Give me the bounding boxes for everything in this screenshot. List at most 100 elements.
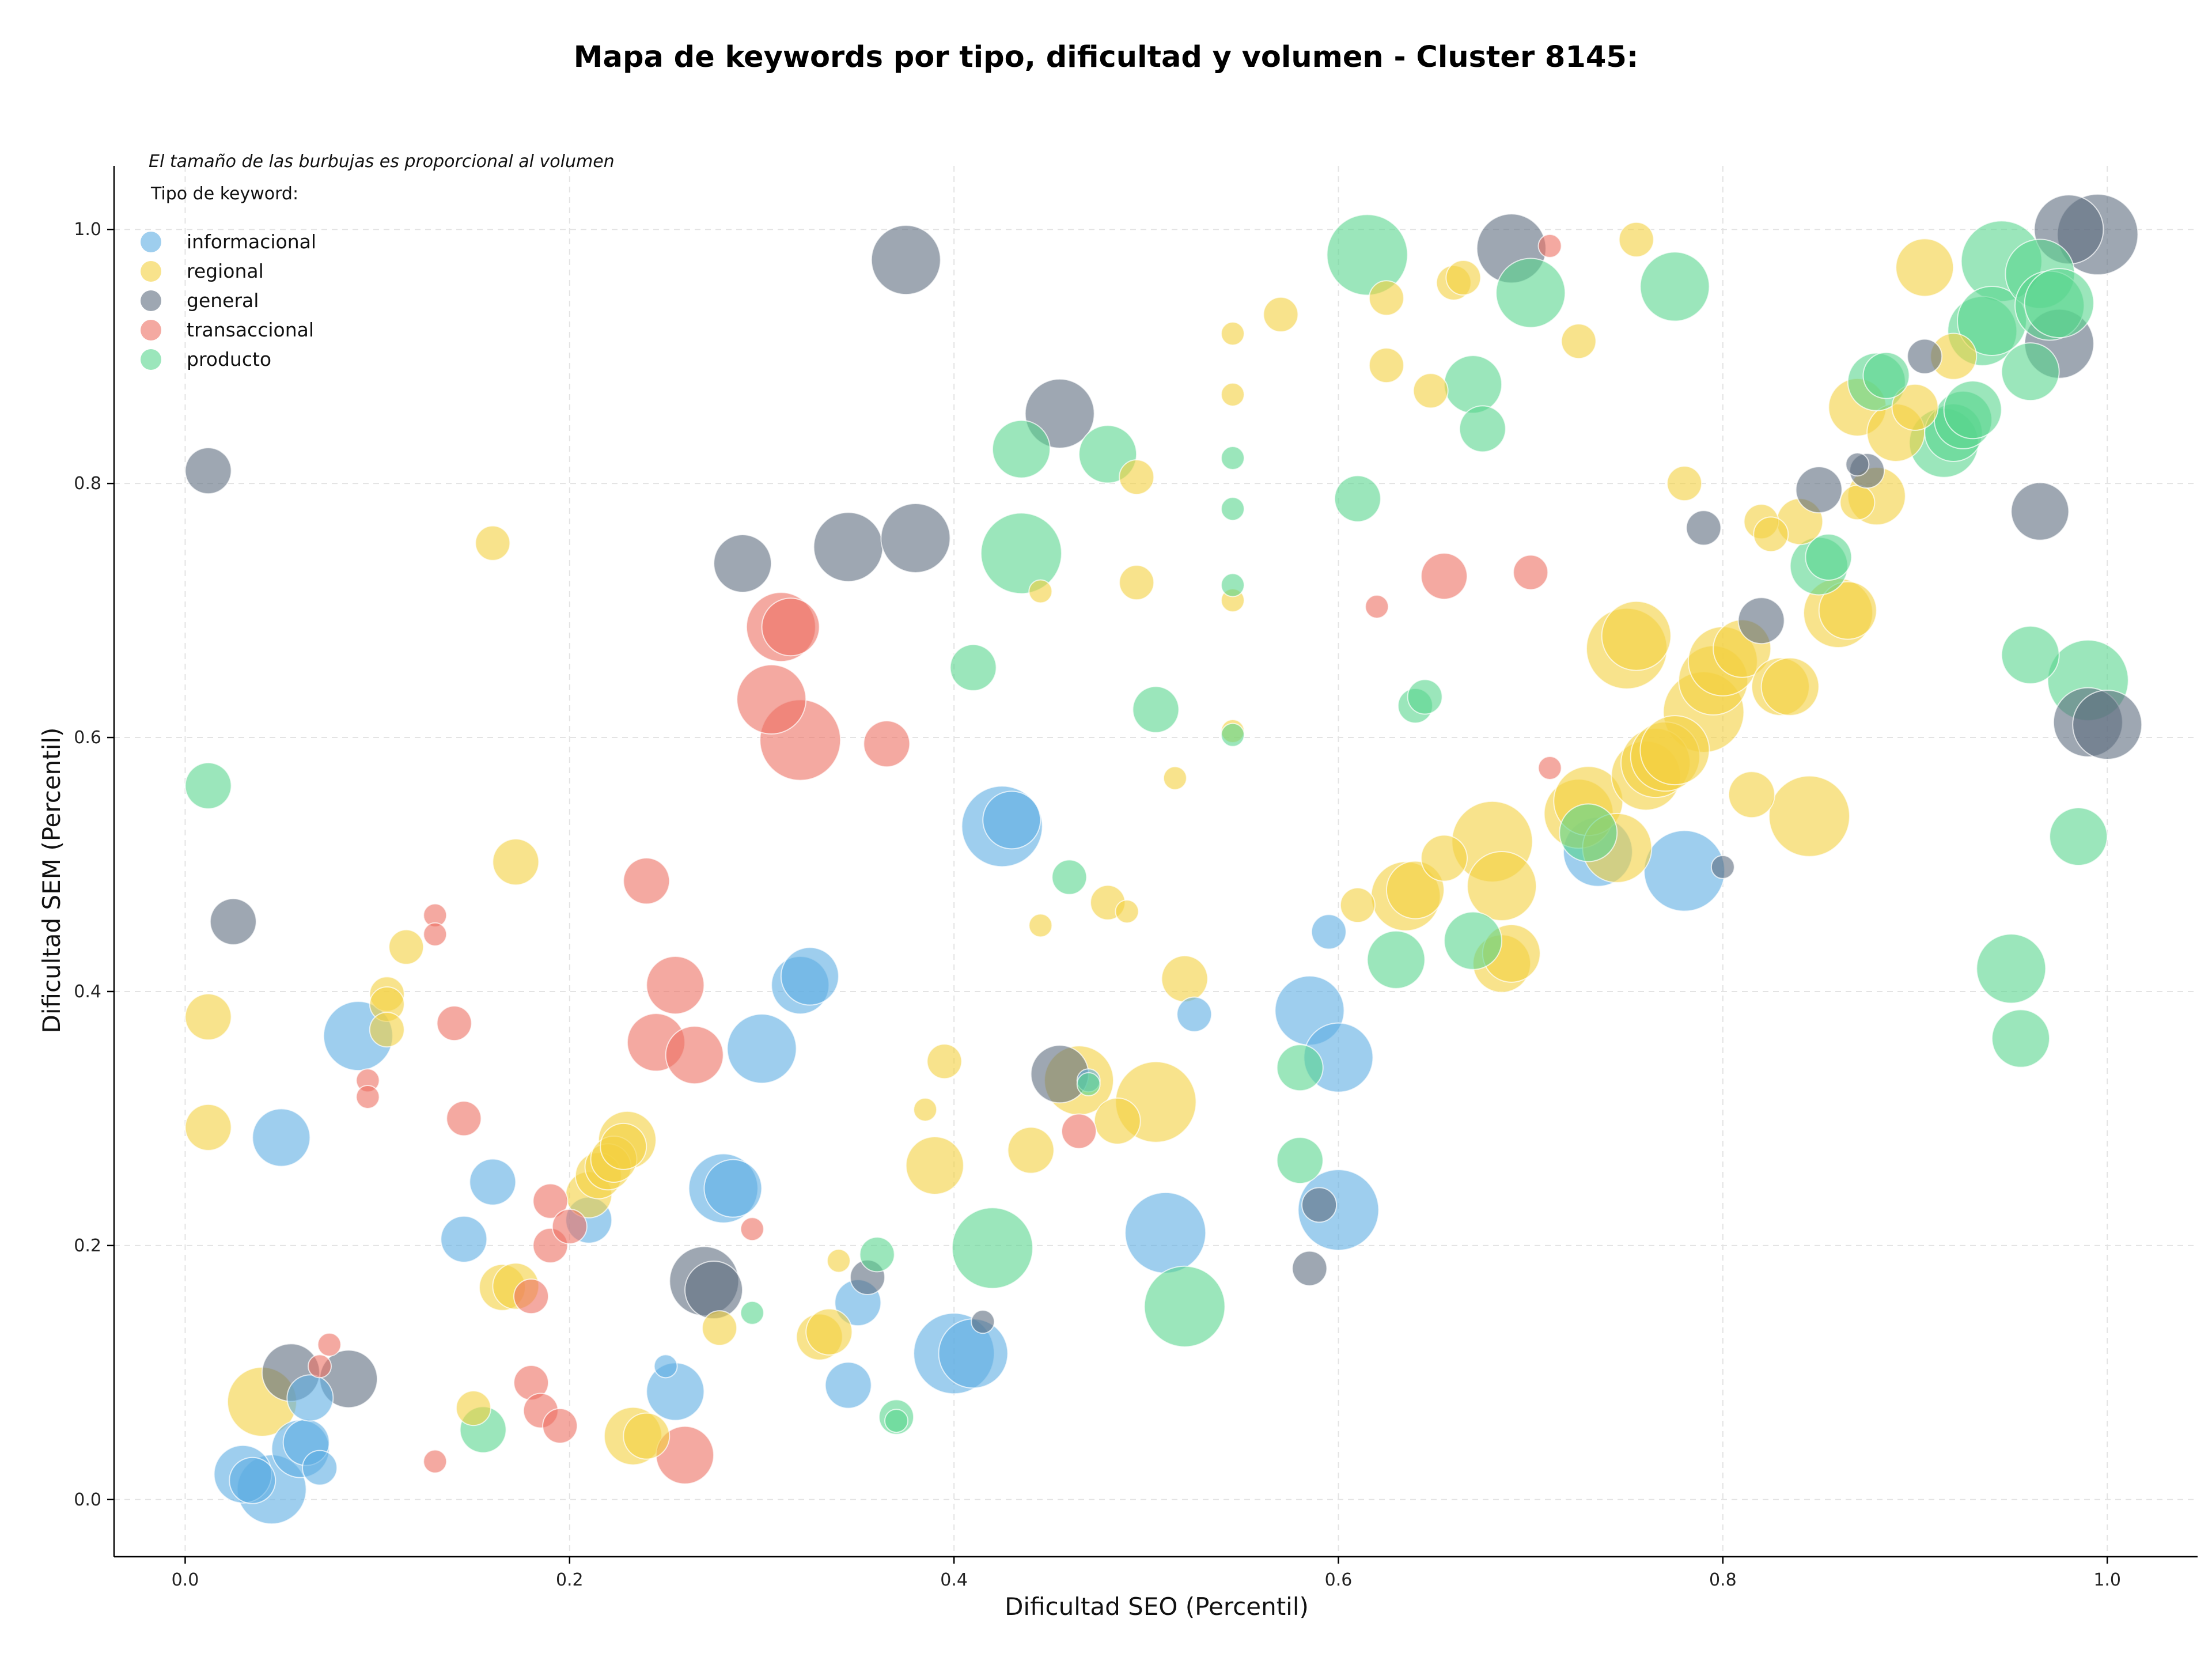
x-tick-label: 1.0 [2093, 1570, 2121, 1590]
legend: informacional regional general transacciona… [141, 230, 316, 370]
bubble-producto [2001, 625, 2060, 684]
bubble-producto [2049, 807, 2108, 867]
bubble-producto [884, 1409, 909, 1433]
bubble-general [1845, 452, 1870, 477]
bubble-producto [1076, 1072, 1101, 1096]
legend-marker-producto [141, 349, 161, 370]
x-axis-label: Dificultad SEO (Percentil) [1005, 1592, 1309, 1621]
bubble-regional [1007, 1126, 1055, 1174]
bubble-regional [1421, 834, 1468, 882]
bubble-regional [1119, 565, 1155, 601]
y-tick-label: 0.4 [74, 982, 101, 1002]
x-tick-label: 0.6 [1325, 1570, 1353, 1590]
bubble-general [713, 534, 772, 593]
bubble-regional [905, 1136, 964, 1195]
legend-label-informacional: informacional [187, 230, 316, 253]
bubble-producto [1366, 930, 1426, 989]
bubble-general [1710, 854, 1735, 879]
bubble-producto [949, 644, 997, 691]
bubble-regional [1220, 382, 1245, 407]
bubble-regional [1263, 296, 1299, 332]
bubble-producto [1220, 722, 1245, 747]
bubble-informacional [469, 1158, 517, 1206]
bubble-informacional [938, 1318, 1009, 1389]
bubble-producto [951, 1207, 1033, 1289]
bubble-regional [1028, 913, 1053, 938]
bubble-size-note: El tamaño de las burbujas es proporciona… [149, 152, 615, 172]
bubble-transaccional [761, 597, 820, 657]
bubble-general [209, 898, 257, 945]
bubble-regional [1368, 347, 1404, 384]
chart-title: Mapa de keywords por tipo, dificultad y … [574, 40, 1638, 74]
legend-title: Tipo de keyword: [150, 184, 298, 204]
bubble-transaccional [355, 1084, 380, 1109]
bubble-transaccional [423, 1449, 448, 1474]
bubble-regional [1412, 373, 1449, 409]
bubble-producto [980, 512, 1062, 595]
bubble-regional [1639, 715, 1710, 786]
bubble-producto [2024, 268, 2094, 339]
bubble-producto [1143, 1265, 1226, 1348]
bubble-regional [1760, 657, 1820, 716]
bubble-transaccional [1061, 1113, 1097, 1149]
y-axis-label: Dificultad SEM (Percentil) [37, 728, 66, 1034]
bubble-informacional [824, 1361, 872, 1409]
bubble-regional [623, 1412, 671, 1460]
bubble-transaccional [1365, 594, 1389, 619]
y-tick-label: 0.8 [74, 474, 101, 494]
bubbles [184, 194, 2143, 1525]
bubble-producto [1862, 351, 1910, 399]
bubble-regional [184, 993, 232, 1041]
bubble-general [2072, 690, 2143, 760]
bubble-regional [1161, 955, 1209, 1002]
y-tick-label: 0.2 [74, 1236, 101, 1256]
legend-marker-regional [141, 261, 161, 282]
bubble-regional [1895, 238, 1955, 297]
bubble-regional [926, 1043, 963, 1080]
bubble-transaccional [740, 1217, 764, 1242]
bubble-producto [1459, 405, 1506, 453]
bubble-general [813, 512, 884, 582]
bubble-general [971, 1310, 995, 1334]
bubble-regional [1601, 600, 1672, 671]
legend-label-transaccional: transaccional [187, 319, 314, 341]
bubble-regional [1618, 221, 1654, 258]
bubble-regional [1445, 260, 1482, 296]
bubble-transaccional [623, 857, 671, 905]
bubble-regional [702, 1310, 738, 1346]
bubble-regional [184, 1103, 232, 1151]
bubble-transaccional [423, 922, 448, 947]
bubble-transaccional [863, 720, 911, 768]
bubble-transaccional [436, 1005, 472, 1042]
bubble-producto [1334, 475, 1381, 523]
bubble-transaccional [646, 955, 705, 1015]
x-tick-label: 0.8 [1709, 1570, 1737, 1590]
bubble-regional [475, 525, 511, 561]
bubble-general [870, 225, 941, 296]
bubble-informacional [1124, 1191, 1207, 1274]
bubble-general [1685, 510, 1722, 546]
bubble-regional [1768, 775, 1850, 857]
legend-marker-transaccional [141, 320, 161, 340]
bubble-regional [1028, 579, 1053, 604]
bubble-producto [1220, 446, 1245, 471]
bubble-transaccional [1537, 755, 1562, 780]
bubble-producto [1132, 686, 1180, 733]
legend-label-general: general [187, 289, 259, 312]
bubble-informacional [440, 1215, 488, 1263]
bubble-informacional [286, 1374, 334, 1422]
bubble-informacional [229, 1456, 276, 1504]
bubble-informacional [1176, 996, 1213, 1032]
bubble-regional [1753, 516, 1789, 553]
bubble-general [1907, 338, 1943, 374]
bubble-producto [1220, 573, 1245, 597]
bubble-informacional [703, 1159, 763, 1218]
bubble-general [1737, 597, 1785, 645]
bubble-regional [369, 1012, 405, 1048]
bubble-producto [1559, 803, 1618, 862]
x-tick-label: 0.0 [172, 1570, 199, 1590]
bubble-regional [1162, 766, 1187, 790]
bubble-general [684, 1261, 744, 1320]
bubble-regional [1728, 771, 1775, 819]
